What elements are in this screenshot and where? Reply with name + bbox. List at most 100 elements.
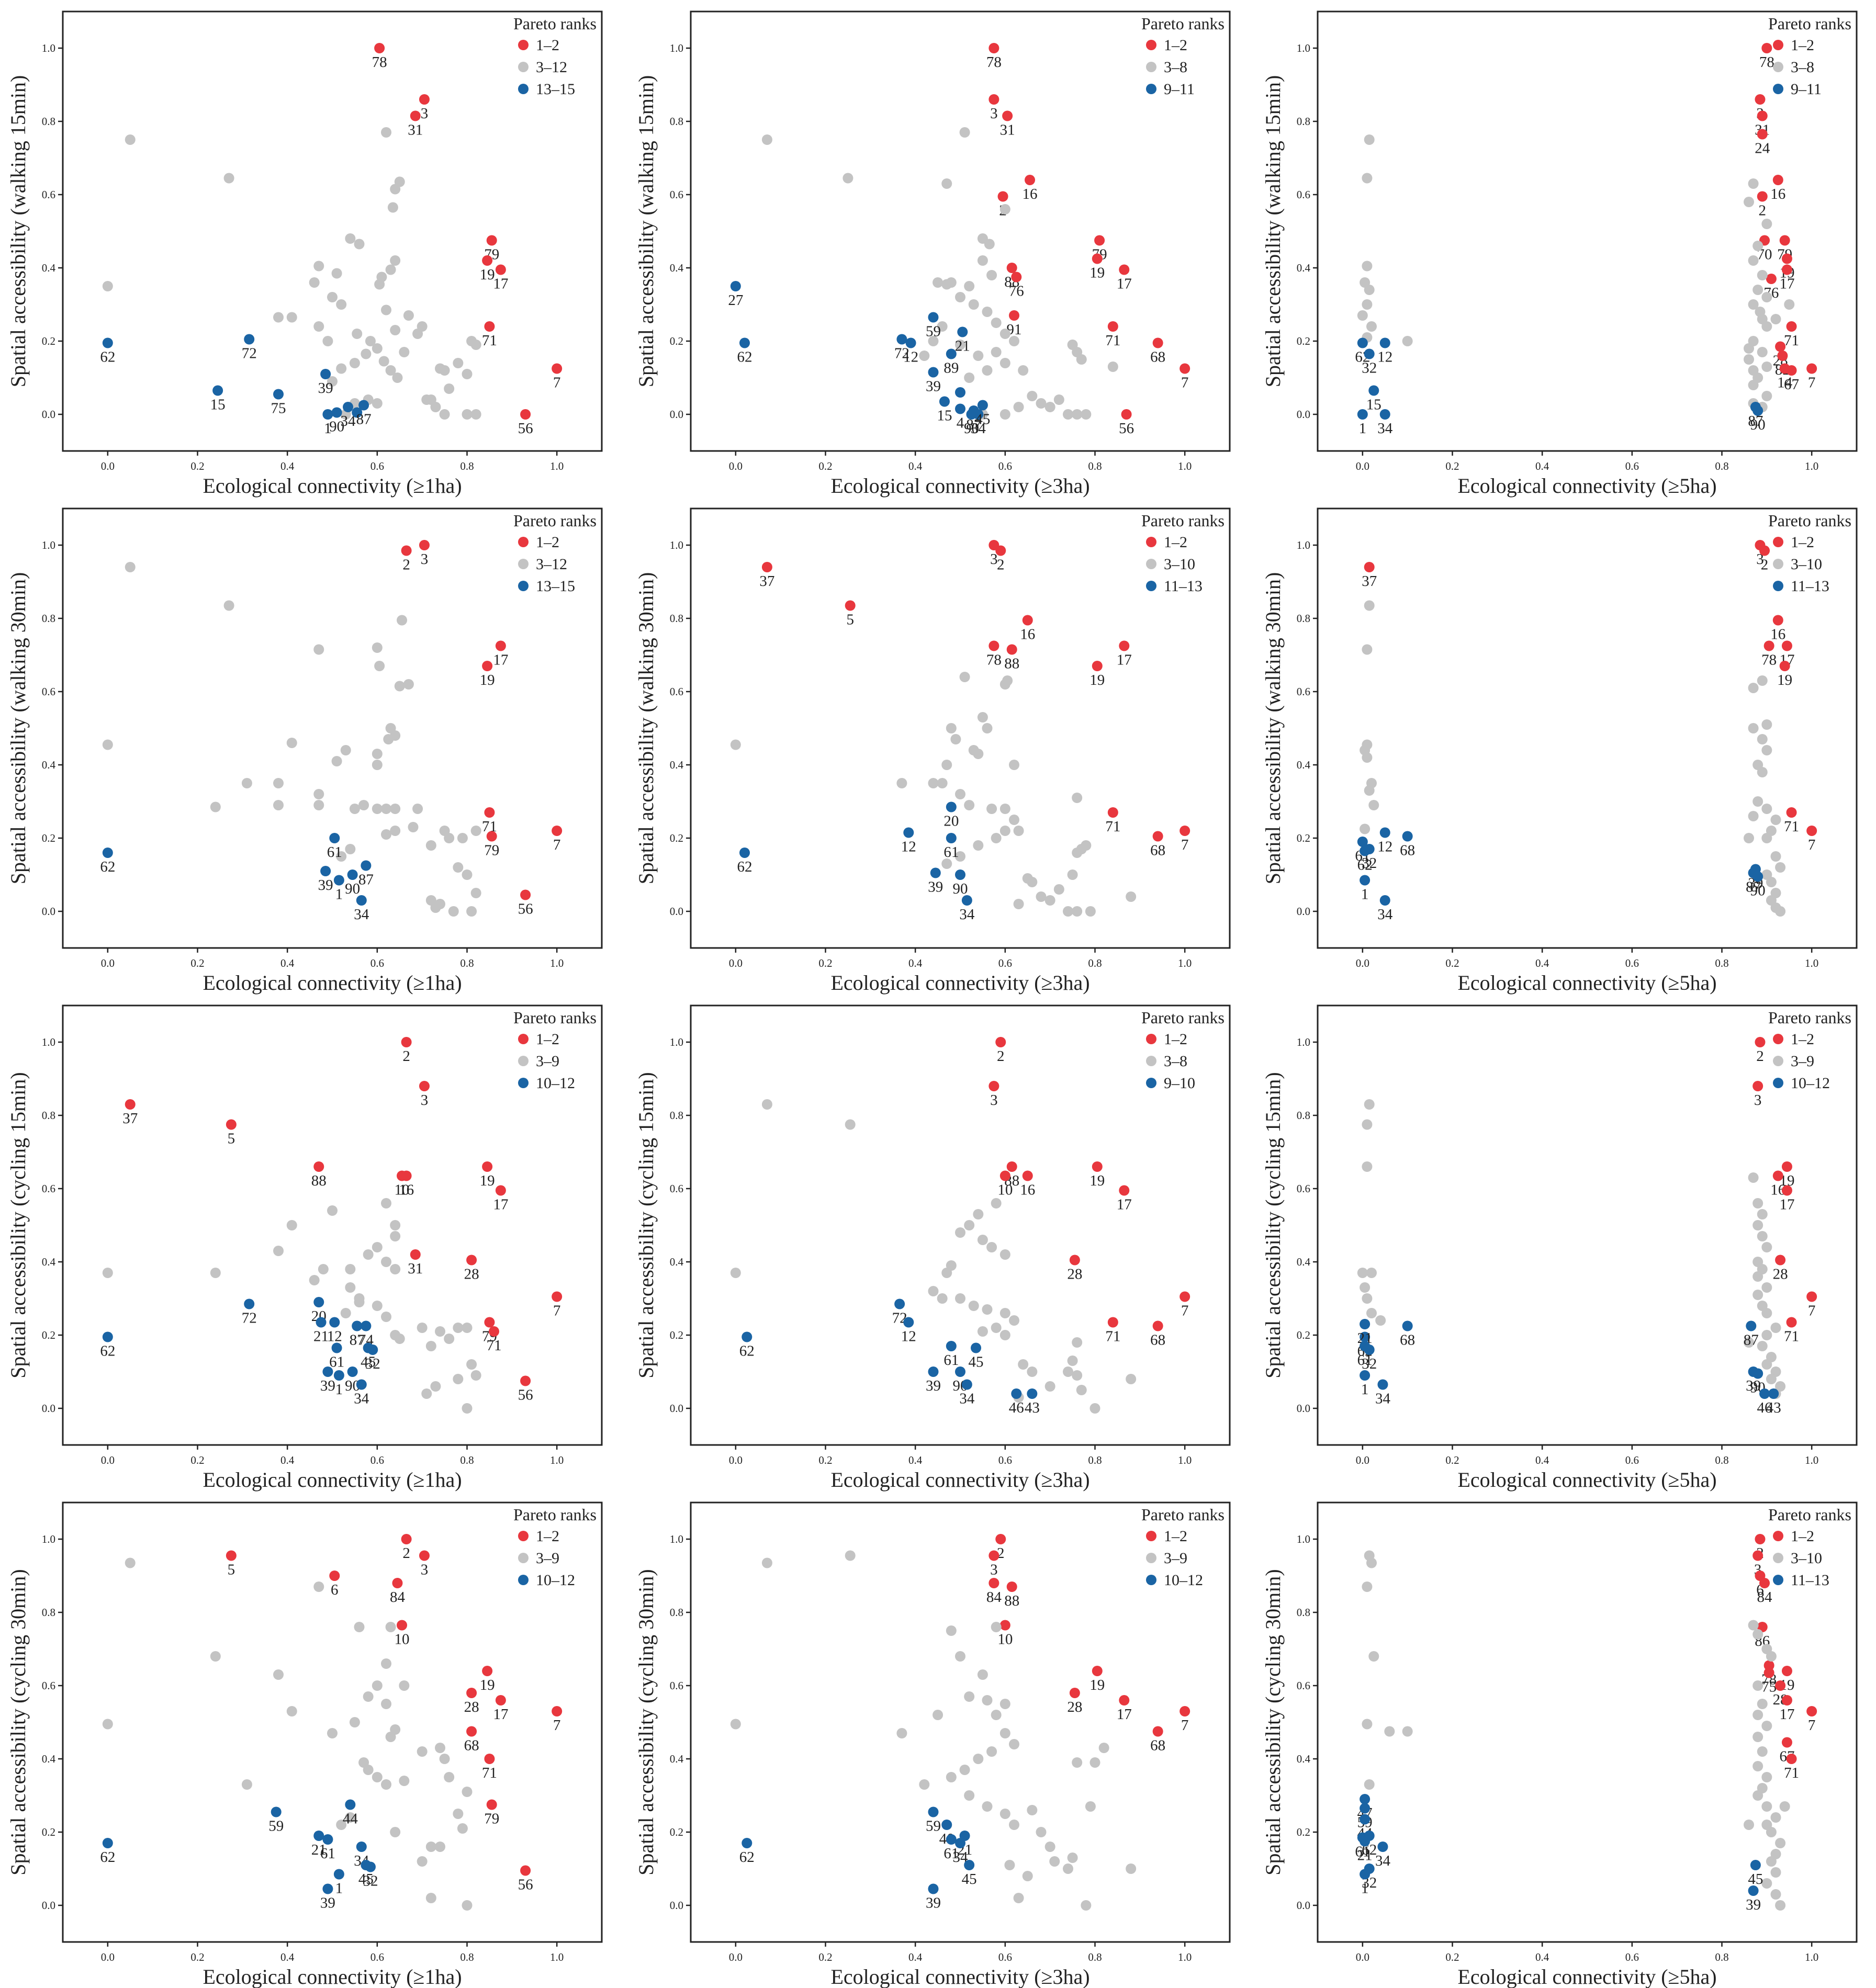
data-point-red: [1179, 826, 1190, 836]
point-label: 39: [928, 879, 943, 896]
point-label: 21: [313, 1328, 329, 1345]
data-point-grey: [381, 829, 391, 840]
legend-marker: [1773, 84, 1783, 94]
point-label: 34: [1377, 420, 1393, 437]
data-point-grey: [1375, 1315, 1386, 1326]
point-label: 87: [966, 416, 981, 433]
data-point-blue: [1379, 409, 1390, 420]
data-point-grey: [1761, 391, 1772, 401]
data-point-grey: [1775, 1838, 1786, 1848]
data-point-grey: [1366, 1557, 1377, 1568]
y-tick-label: 0.2: [670, 1826, 683, 1838]
data-point-grey: [363, 1249, 374, 1260]
point-label: 78: [986, 54, 1002, 71]
y-tick-label: 0.4: [670, 1753, 684, 1765]
data-point-grey: [387, 202, 398, 213]
data-point-grey: [378, 356, 389, 367]
data-point-grey: [1044, 1842, 1055, 1852]
data-point-red: [552, 1706, 563, 1716]
data-point-grey: [1027, 1366, 1038, 1377]
data-point-red: [1121, 409, 1132, 420]
data-point-red: [999, 1620, 1010, 1631]
legend-marker: [518, 537, 529, 547]
data-point-grey: [372, 1772, 383, 1782]
data-point-red: [1779, 235, 1790, 246]
data-point-grey: [1770, 851, 1781, 862]
scatter-panel-4: 0.0 0.2 0.4 0.6 0.8 1.0 0.0 0.2 0.4 0.6 0.8 1.0 Ecol…: [6, 507, 603, 995]
y-tick-label: 0.2: [1297, 1329, 1310, 1341]
point-label: 32: [1362, 360, 1377, 377]
x-tick-label: 0.2: [1445, 1454, 1459, 1466]
point-label: 2: [402, 1545, 410, 1562]
plot-frame: [1317, 10, 1858, 452]
data-point-grey: [1757, 347, 1768, 357]
data-point-red: [374, 43, 385, 53]
point-label: 62: [739, 1849, 755, 1866]
point-label: 1: [1361, 1880, 1369, 1897]
legend-marker: [518, 581, 529, 591]
data-point-red: [482, 661, 493, 671]
y-tick-label: 0.0: [1297, 1899, 1310, 1912]
data-point-grey: [1067, 869, 1078, 880]
data-point-grey: [928, 1286, 939, 1296]
data-point-grey: [417, 1323, 428, 1333]
x-tick-label: 0.0: [729, 460, 743, 472]
data-point-grey: [430, 1381, 441, 1392]
legend-marker: [1773, 1056, 1783, 1066]
point-label: 2: [1756, 1048, 1764, 1065]
data-point-grey: [1748, 811, 1759, 821]
y-tick-label: 0.4: [42, 1256, 56, 1268]
point-label: 12: [327, 1328, 342, 1345]
data-point-grey: [991, 1198, 1002, 1208]
data-point-grey: [991, 1710, 1002, 1720]
x-axis-label: Ecological connectivity (≥5ha): [1457, 1468, 1716, 1492]
data-point-red: [1092, 661, 1103, 671]
y-tick-label: 1.0: [1297, 539, 1310, 551]
point-label: 39: [926, 1895, 941, 1912]
data-point-grey: [1366, 321, 1377, 332]
data-point-grey: [1753, 241, 1763, 251]
data-point-grey: [1027, 391, 1038, 401]
data-point-grey: [968, 1301, 979, 1311]
data-point-grey: [1063, 906, 1073, 917]
point-label: 19: [1089, 265, 1105, 281]
data-point-red: [1119, 264, 1130, 275]
data-point-grey: [982, 723, 993, 733]
data-point-blue: [102, 1331, 113, 1342]
scatter-panel-8: 0.0 0.2 0.4 0.6 0.8 1.0 0.0 0.2 0.4 0.6 0.8 1.0 Ecol…: [634, 1004, 1231, 1492]
point-label: 17: [493, 1196, 508, 1213]
data-point-grey: [955, 340, 965, 350]
y-tick-label: 1.0: [42, 1533, 55, 1545]
data-point-red: [1781, 1185, 1792, 1196]
data-point-grey: [1753, 1761, 1763, 1771]
data-point-grey: [374, 279, 385, 290]
y-tick-label: 0.8: [670, 1109, 683, 1122]
data-point-red: [1763, 1660, 1774, 1671]
x-tick-label: 0.6: [998, 957, 1012, 969]
data-point-grey: [345, 1282, 356, 1293]
data-point-grey: [390, 325, 401, 335]
y-tick-label: 0.4: [42, 1753, 56, 1765]
data-point-grey: [102, 1268, 113, 1278]
scatter-panel-6: 0.0 0.2 0.4 0.6 0.8 1.0 0.0 0.2 0.4 0.6 0.8 1.0 Ecol…: [1261, 507, 1858, 995]
data-point-blue: [356, 1842, 367, 1852]
x-axis-label: Ecological connectivity (≥3ha): [830, 971, 1089, 995]
x-tick-label: 0.8: [1088, 460, 1102, 472]
data-point-red: [1761, 43, 1772, 53]
point-label: 3: [990, 551, 998, 568]
data-point-grey: [1775, 862, 1786, 873]
point-label: 15: [937, 408, 952, 424]
legend-marker: [1146, 1575, 1156, 1585]
point-label: 45: [969, 1354, 984, 1371]
data-point-grey: [959, 672, 970, 682]
x-axis-label: Ecological connectivity (≥1ha): [203, 1468, 462, 1492]
scatter-panel-1: 0.0 0.2 0.4 0.6 0.8 1.0 0.0 0.2 0.4 0.6 0.8 1.0 Ecol…: [6, 10, 603, 498]
data-point-blue: [968, 405, 979, 416]
point-label: 39: [320, 1377, 335, 1394]
data-point-grey: [991, 1622, 1002, 1632]
point-label: 34: [1377, 906, 1393, 923]
data-point-grey: [1085, 1801, 1096, 1812]
data-point-grey: [322, 336, 333, 346]
legend-entry-label: 9–11: [1791, 81, 1822, 98]
data-point-grey: [968, 299, 979, 310]
